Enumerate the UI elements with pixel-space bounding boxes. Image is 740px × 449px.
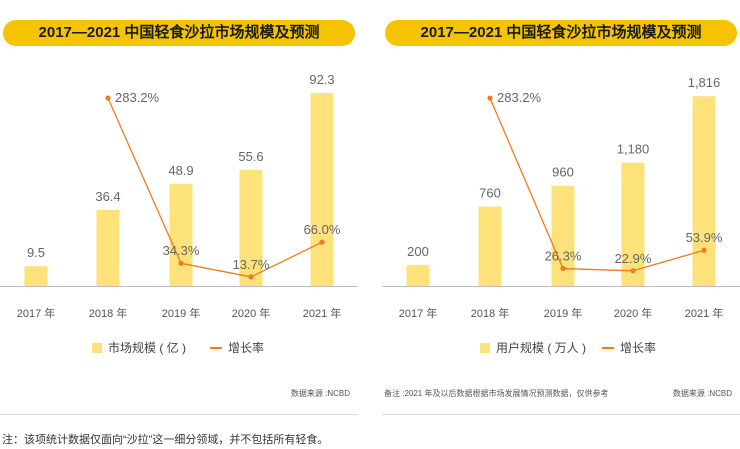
growth-rate-label: 22.9% (615, 251, 652, 266)
bar-value-label: 760 (479, 186, 501, 201)
growth-rate-point (248, 274, 254, 280)
growth-rate-point (630, 268, 636, 274)
bar (478, 206, 502, 286)
legend-bar-swatch (480, 342, 490, 353)
divider (0, 414, 358, 415)
legend-item-line: 增长率 (210, 339, 264, 357)
growth-rate-label: 26.3% (545, 249, 582, 264)
x-tick-label: 2018 年 (471, 306, 510, 320)
growth-rate-point (701, 247, 707, 253)
growth-rate-label: 66.0% (304, 222, 341, 237)
chart-title: 2017—2021 中国轻食沙拉市场规模及预测 (385, 20, 737, 46)
bar-value-label: 92.3 (309, 72, 334, 87)
chart-title: 2017—2021 中国轻食沙拉市场规模及预测 (3, 20, 355, 46)
legend-label-bar: 用户规模 ( 万人 ) (496, 341, 586, 355)
growth-rate-label: 13.7% (233, 257, 270, 272)
market-size-chart-plot: 9.5 2017 年 36.4 2018 年 48.9 2019 年 55.6 2020 年 9… (0, 72, 358, 320)
x-tick-label: 2017 年 (399, 306, 438, 320)
data-source: 数据来源 :NCBD (672, 389, 732, 398)
growth-rate-label: 283.2% (115, 90, 160, 105)
growth-rate-line (107, 97, 323, 278)
growth-rate-point (319, 239, 325, 245)
bar (692, 96, 716, 286)
user-size-chart-plot: 200 2017 年 760 2018 年 960 2019 年 1,180 2020 年 1,… (382, 75, 740, 320)
bar (621, 162, 645, 286)
x-tick-label: 2019 年 (544, 306, 583, 320)
bar-value-label: 960 (552, 165, 574, 180)
legend-label-line: 增长率 (228, 341, 265, 355)
bar-value-label: 36.4 (95, 189, 120, 204)
bar (96, 209, 120, 286)
x-tick-label: 2021 年 (685, 306, 724, 320)
bar (310, 93, 334, 286)
growth-rate-label: 53.9% (686, 230, 723, 245)
growth-rate-label: 34.3% (163, 243, 200, 258)
legend-label-bar: 市场规模 ( 亿 ) (108, 341, 186, 355)
bar (169, 183, 193, 286)
bar-value-label: 9.5 (27, 245, 45, 260)
bar-value-label: 48.9 (168, 163, 193, 178)
growth-rate-point (487, 95, 493, 101)
legend-item-line: 增长率 (602, 339, 656, 357)
user-size-chart-panel: 2017—2021 中国轻食沙拉市场规模及预测 200 2017 年 760 2018… (382, 0, 740, 415)
bar (239, 169, 263, 286)
bar (406, 265, 430, 286)
legend-line-swatch (602, 346, 614, 349)
forecast-note: 备注 :2021 年及以后数据根据市场发展情况预测数据，仅供参考 (384, 389, 609, 398)
chart-legend: 用户规模 ( 万人 ) 增长率 (382, 339, 740, 357)
footnote: 注：该项统计数据仅面向“沙拉”这一细分领域，并不包括所有轻食。 (2, 434, 329, 446)
legend-bar-swatch (92, 342, 102, 353)
bar-value-label: 55.6 (238, 149, 263, 164)
x-tick-label: 2018 年 (89, 306, 128, 320)
bar (551, 185, 575, 286)
legend-item-bar: 市场规模 ( 亿 ) (92, 339, 186, 357)
growth-rate-point (560, 265, 566, 272)
growth-rate-point (178, 260, 184, 266)
legend-line-swatch (210, 346, 222, 349)
legend-item-bar: 用户规模 ( 万人 ) (480, 339, 586, 357)
x-tick-label: 2017 年 (17, 306, 56, 320)
market-size-chart-panel: 2017—2021 中国轻食沙拉市场规模及预测 9.5 2017 年 36.4 201… (0, 0, 358, 415)
x-tick-label: 2020 年 (614, 306, 653, 320)
legend-label-line: 增长率 (620, 341, 657, 355)
x-tick-label: 2021 年 (303, 306, 342, 320)
bar-value-label: 200 (407, 244, 429, 259)
chart-legend: 市场规模 ( 亿 ) 增长率 (0, 339, 358, 357)
bar-value-label: 1,180 (617, 142, 650, 157)
bar-value-label: 1,816 (688, 75, 721, 90)
growth-rate-line (489, 97, 705, 272)
growth-rate-label: 283.2% (497, 90, 542, 105)
bar (24, 266, 48, 286)
x-tick-label: 2019 年 (162, 306, 201, 320)
data-source: 数据来源 :NCBD (290, 389, 350, 398)
divider (382, 414, 740, 415)
x-tick-label: 2020 年 (232, 306, 271, 320)
growth-rate-point (105, 95, 111, 101)
